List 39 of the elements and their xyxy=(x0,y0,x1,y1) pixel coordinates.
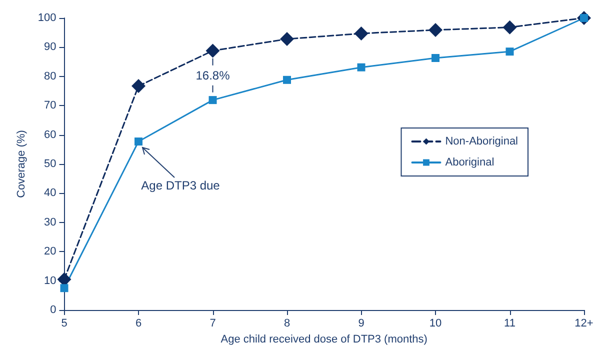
y-tick-label: 80 xyxy=(44,70,56,82)
x-tick-label: 9 xyxy=(358,318,364,330)
point xyxy=(432,54,440,62)
y-tick-label: 10 xyxy=(44,274,56,287)
y-tick-label: 40 xyxy=(44,187,56,200)
point xyxy=(354,26,368,40)
y-tick-label: 30 xyxy=(44,216,56,228)
point xyxy=(60,284,68,292)
y-axis-title: Coverage (%) xyxy=(16,130,28,198)
x-tick-label: 7 xyxy=(210,318,216,330)
point xyxy=(280,32,294,46)
x-tick-label: 11 xyxy=(504,318,516,330)
point xyxy=(132,79,146,94)
y-tick-label: 0 xyxy=(50,304,56,316)
point xyxy=(506,48,514,56)
y-tick-label: 90 xyxy=(44,41,56,54)
x-tick-label: 5 xyxy=(61,318,68,330)
annotation: 16.8% xyxy=(196,68,230,82)
point xyxy=(208,96,217,104)
y-tick-label: 20 xyxy=(44,246,56,258)
annotation: Age DTP3 due xyxy=(141,178,220,193)
legend-label: Aboriginal xyxy=(445,156,494,168)
point xyxy=(134,138,143,146)
y-tick-label: 70 xyxy=(44,100,56,112)
point xyxy=(502,20,517,34)
x-tick-label: 10 xyxy=(429,318,442,330)
point xyxy=(206,44,220,58)
x-tick-label: 12+ xyxy=(574,318,594,330)
y-tick-label: 50 xyxy=(44,158,56,170)
legend-label: Non-Aboriginal xyxy=(445,136,518,148)
point xyxy=(428,22,442,37)
x-tick-label: 8 xyxy=(284,318,290,330)
y-tick-label: 60 xyxy=(44,128,56,141)
point xyxy=(357,63,366,72)
y-tick-label: 100 xyxy=(38,12,56,24)
x-tick-label: 6 xyxy=(135,318,142,330)
point xyxy=(283,76,291,84)
x-axis-title: Age child received dose of DTP3 (months) xyxy=(220,334,428,346)
point xyxy=(57,272,72,286)
